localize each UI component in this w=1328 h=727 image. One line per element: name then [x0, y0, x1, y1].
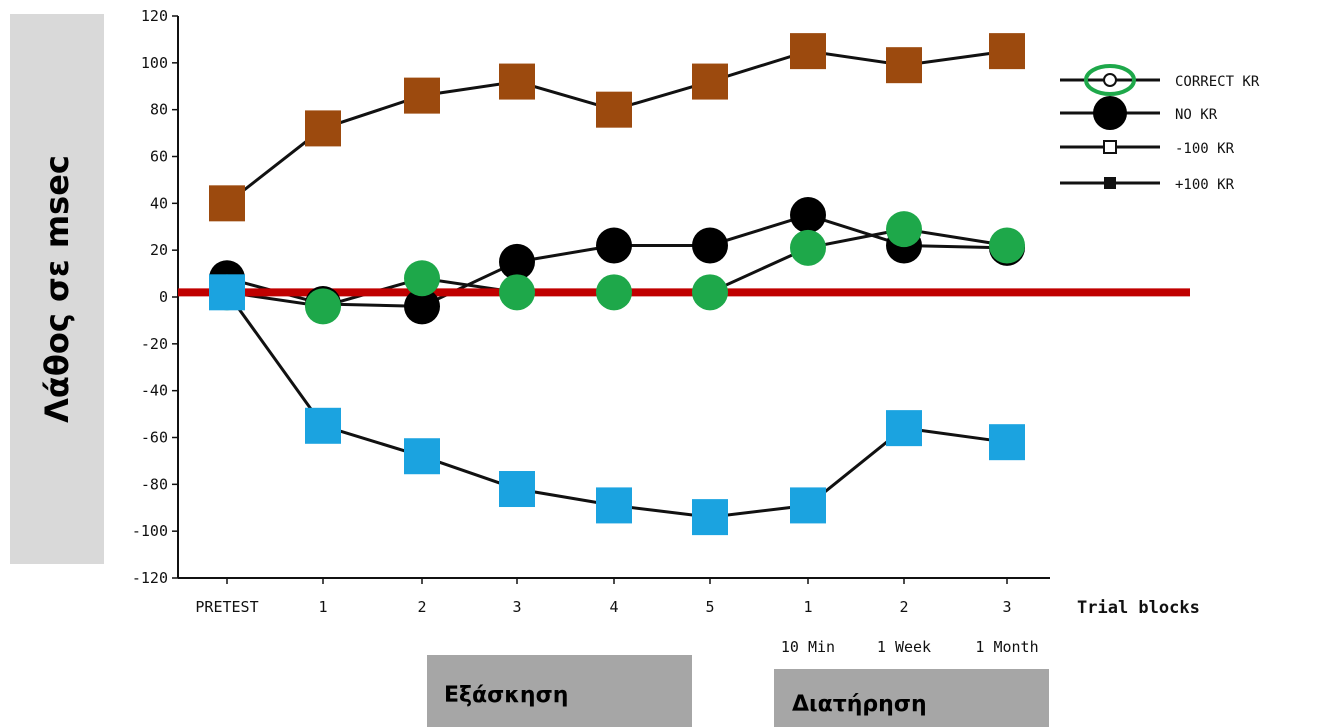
y-tick-label: -40: [141, 382, 168, 400]
data-point-square: [499, 63, 535, 100]
y-tick-label: 80: [150, 101, 168, 119]
y-tick-label: 40: [150, 194, 168, 212]
data-point-circle: [596, 274, 632, 311]
y-tick-label: 20: [150, 241, 168, 259]
y-axis-label-box: [10, 14, 104, 564]
data-point-circle: [305, 288, 341, 325]
y-tick-label: -20: [141, 335, 168, 353]
data-point-square: [886, 410, 922, 447]
data-point-square: [886, 47, 922, 84]
series-line: [225, 291, 1008, 519]
legend-label: +100 KR: [1175, 177, 1235, 193]
data-point-square: [692, 499, 728, 536]
x-sub-label: 10 Min: [781, 638, 835, 656]
data-point-square: [404, 77, 440, 114]
data-point-circle: [499, 274, 535, 311]
y-tick-label: 120: [141, 7, 168, 25]
x-tick-label: 3: [512, 598, 521, 616]
data-point-circle: [692, 227, 728, 264]
data-point-circle: [596, 227, 632, 264]
x-tick-label: 3: [1002, 598, 1011, 616]
data-point-square: [596, 91, 632, 128]
x-tick-label: 1: [803, 598, 812, 616]
x-axis-title: Trial blocks: [1077, 598, 1200, 618]
x-tick-label: 5: [705, 598, 714, 616]
data-point-square: [305, 110, 341, 147]
data-point-circle: [989, 227, 1025, 264]
data-point-circle: [790, 197, 826, 234]
data-point-square: [790, 487, 826, 524]
legend-label: CORRECT KR: [1175, 74, 1260, 90]
legend-marker-minus-100-kr: [1103, 140, 1117, 154]
data-point-square: [305, 407, 341, 444]
phase-label-retention: Διατήρηση: [792, 692, 927, 717]
y-tick-label: 0: [159, 288, 168, 306]
x-tick-label: 2: [899, 598, 908, 616]
data-point-circle: [404, 288, 440, 325]
data-point-circle: [499, 243, 535, 280]
y-tick-label: 60: [150, 148, 168, 166]
x-tick-label: 1: [318, 598, 327, 616]
legend-label: NO KR: [1175, 107, 1218, 123]
x-sub-label: 1 Week: [877, 638, 931, 656]
data-point-circle: [790, 229, 826, 266]
data-point-square: [596, 487, 632, 524]
legend-marker-no-kr: [1093, 96, 1127, 130]
x-tick-label: PRETEST: [195, 598, 258, 616]
data-point-square: [209, 185, 245, 222]
data-point-circle: [886, 211, 922, 248]
data-point-square: [209, 274, 245, 311]
data-point-square: [692, 63, 728, 100]
y-tick-label: -80: [141, 475, 168, 493]
data-point-square: [404, 438, 440, 475]
y-tick-label: -120: [132, 569, 168, 587]
x-tick-label: 2: [417, 598, 426, 616]
y-tick-label: 100: [141, 54, 168, 72]
data-point-square: [989, 33, 1025, 70]
data-point-circle: [404, 260, 440, 297]
x-sub-label: 1 Month: [975, 638, 1038, 656]
phase-label-practice: Εξάσκηση: [444, 683, 569, 708]
data-point-circle: [692, 274, 728, 311]
legend-marker-correct-kr: [1103, 73, 1117, 87]
phase-box-retention: [774, 669, 1049, 727]
y-tick-label: -60: [141, 429, 168, 447]
x-tick-label: 4: [609, 598, 618, 616]
legend-label: -100 KR: [1175, 141, 1235, 157]
y-tick-label: -100: [132, 522, 168, 540]
data-point-square: [499, 471, 535, 508]
legend-marker-plus-100-kr: [1104, 177, 1116, 189]
data-point-square: [989, 424, 1025, 461]
phase-box-practice: [427, 655, 692, 727]
data-point-square: [790, 33, 826, 70]
legend-highlight-ring: [1084, 64, 1136, 96]
